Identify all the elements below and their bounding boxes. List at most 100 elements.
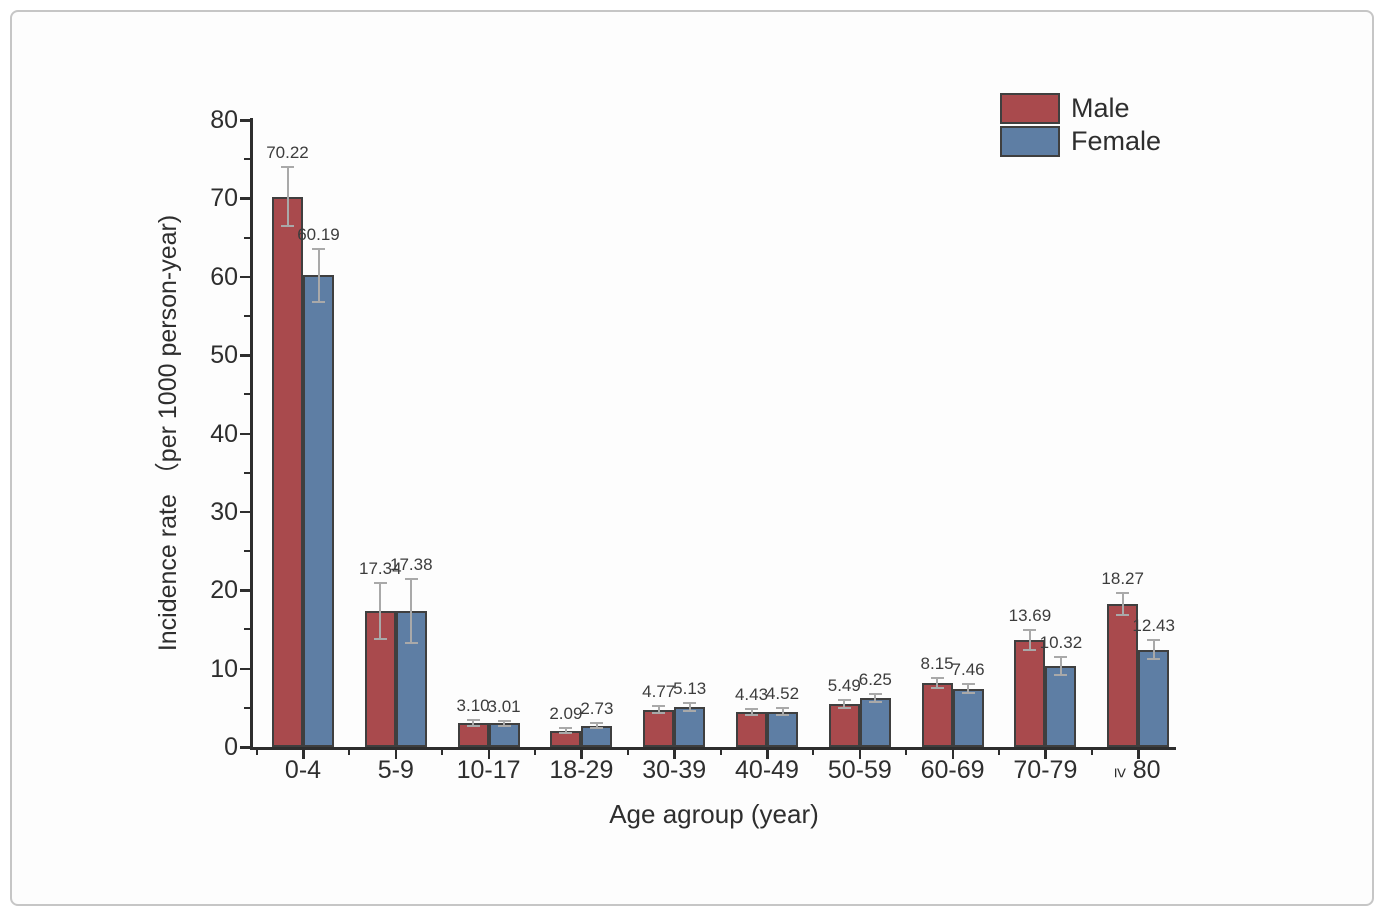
y-tick-label: 60 <box>210 262 238 291</box>
bar-male-30-39 <box>643 709 675 747</box>
error-cap-top <box>683 701 697 704</box>
value-label-male: 13.69 <box>1008 605 1052 625</box>
error-cap-top <box>466 718 480 721</box>
female-swatch <box>1000 126 1060 157</box>
error-cap-top <box>745 708 758 711</box>
bar-male-60-69 <box>921 683 953 747</box>
x-minor-tick <box>534 750 536 755</box>
error-cap-bottom <box>1147 657 1161 660</box>
y-minor-tick <box>244 550 250 553</box>
error-bar <box>379 582 382 640</box>
error-bar <box>472 719 475 726</box>
error-cap-top <box>1116 591 1130 594</box>
error-cap-bottom <box>868 701 882 704</box>
error-bar <box>750 709 753 716</box>
y-minor-tick <box>244 158 250 161</box>
bar-female-60-69 <box>952 688 984 747</box>
error-cap-top <box>497 719 511 722</box>
x-minor-tick <box>812 750 815 755</box>
x-minor-tick <box>998 750 1000 755</box>
error-bar <box>874 693 877 703</box>
error-cap-bottom <box>497 725 511 728</box>
error-cap-top <box>1054 656 1068 659</box>
error-bar <box>967 683 970 694</box>
x-category-label: 0-4 <box>284 756 322 784</box>
y-tick-label: 0 <box>224 733 238 761</box>
error-cap-bottom <box>683 709 697 712</box>
value-label-female: 6.25 <box>858 669 892 689</box>
y-tick-label: 70 <box>210 184 238 213</box>
value-label-female: 60.19 <box>297 224 340 244</box>
error-cap-top <box>652 705 666 708</box>
error-cap-bottom <box>312 300 325 303</box>
value-label-female: 7.46 <box>951 659 985 679</box>
x-minor-tick <box>1090 750 1093 755</box>
error-cap-bottom <box>1054 673 1068 676</box>
x-minor-tick <box>348 750 351 755</box>
x-minor-tick <box>626 750 629 755</box>
error-cap-top <box>868 692 882 695</box>
error-cap-top <box>837 699 851 702</box>
y-tick-label: 40 <box>210 419 238 448</box>
error-bar <box>410 578 413 643</box>
y-minor-tick <box>244 628 250 631</box>
value-label-female: 3.01 <box>487 696 521 716</box>
value-label-female: 2.73 <box>580 698 614 718</box>
error-cap-top <box>373 581 387 584</box>
error-bar <box>317 248 320 302</box>
bar-female-40-49 <box>767 711 798 747</box>
error-cap-bottom <box>1023 648 1037 651</box>
screenshot-border <box>10 10 1374 906</box>
error-cap-top <box>776 707 789 710</box>
error-cap-bottom <box>930 686 944 689</box>
value-label-female: 12.43 <box>1132 616 1175 636</box>
x-major-tick <box>766 750 769 759</box>
value-label-male: 18.27 <box>1101 568 1144 588</box>
y-minor-tick <box>244 314 250 317</box>
legend-item-male: Male <box>1000 93 1161 124</box>
error-cap-bottom <box>745 714 758 717</box>
error-bar <box>688 702 691 711</box>
error-bar <box>1121 592 1124 615</box>
x-category-label: 40-49 <box>735 756 799 784</box>
y-minor-tick <box>244 471 250 474</box>
value-label-male: 4.77 <box>642 682 676 702</box>
x-category-label: 5-9 <box>377 756 414 784</box>
value-label-female: 17.38 <box>390 554 433 574</box>
y-tick-label: 10 <box>210 654 238 683</box>
error-cap-bottom <box>837 706 851 709</box>
value-label-male: 17.34 <box>359 558 402 578</box>
error-cap-bottom <box>559 731 573 734</box>
bar-female-0-4 <box>303 275 334 747</box>
x-category-label: 18-29 <box>549 756 614 784</box>
error-cap-top <box>404 577 418 580</box>
error-bar <box>286 166 289 227</box>
error-cap-top <box>312 247 325 250</box>
y-minor-tick <box>244 236 250 239</box>
error-bar <box>1152 640 1155 659</box>
error-cap-top <box>590 721 604 724</box>
error-cap-top <box>930 677 944 680</box>
y-minor-tick <box>244 393 250 396</box>
x-category-label: 60-69 <box>920 756 985 784</box>
x-category-label: 50-59 <box>827 756 892 784</box>
y-minor-tick <box>244 706 250 709</box>
bar-female-70-79 <box>1045 666 1077 747</box>
error-cap-bottom <box>281 225 294 228</box>
x-minor-tick <box>441 750 444 755</box>
bar-male-40-49 <box>736 712 767 747</box>
value-label-male: 70.22 <box>266 142 309 162</box>
error-bar <box>564 728 567 733</box>
x-major-tick <box>394 750 398 759</box>
error-cap-top <box>559 727 573 730</box>
bar-male-0-4 <box>272 196 303 747</box>
y-tick-label: 20 <box>210 576 238 605</box>
value-label-male: 5.49 <box>827 676 861 696</box>
error-bar <box>936 678 939 688</box>
y-major-tick <box>240 119 250 122</box>
y-major-tick <box>240 746 250 749</box>
y-major-tick <box>240 354 250 357</box>
y-major-tick <box>240 589 250 592</box>
error-cap-bottom <box>590 727 604 730</box>
error-cap-top <box>281 165 294 168</box>
